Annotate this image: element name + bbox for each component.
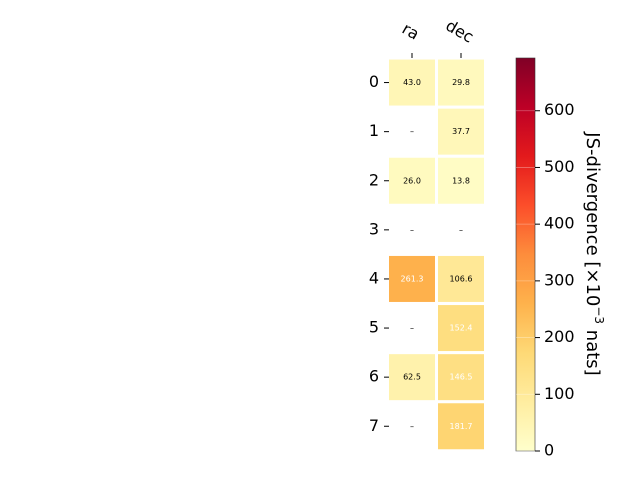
heatmap-cell — [389, 354, 435, 401]
row-tick-label: 1 — [369, 121, 379, 140]
cell-value-label: 62.5 — [403, 373, 421, 382]
heatmap-cell — [438, 59, 484, 106]
column-tick-label: ra — [399, 19, 423, 44]
colorbar: 0 100 200 300 400 500 600 JS-divergence [×10−3… — [515, 57, 607, 460]
colorbar-tick-label: 300 — [544, 270, 575, 289]
cell-value-label: 181.7 — [450, 422, 473, 431]
colorbar-tick-label: 600 — [544, 100, 575, 119]
row-tick-label: 2 — [369, 170, 379, 189]
row-tick-label: 0 — [369, 72, 379, 91]
heatmap-cell — [438, 305, 484, 352]
row-tick-label: 5 — [369, 318, 379, 337]
heatmap-cell — [389, 157, 435, 204]
heatmap-cell — [438, 403, 484, 450]
heatmap-cell — [389, 59, 435, 106]
heatmap-cell — [438, 255, 484, 302]
heatmap-cell — [389, 255, 435, 302]
cell-value-label: 37.7 — [452, 127, 470, 136]
cell-value-label: 146.5 — [450, 373, 473, 382]
cell-value-label: – — [410, 324, 414, 333]
heatmap-cell — [438, 108, 484, 155]
cell-value-label: 106.6 — [450, 274, 473, 283]
row-tick-label: 3 — [369, 219, 379, 238]
column-tick-label: dec — [443, 16, 477, 47]
cell-value-label: 13.8 — [452, 176, 470, 185]
cell-value-label: 152.4 — [450, 324, 473, 333]
colorbar-tick-label: 0 — [544, 441, 554, 460]
cell-value-label: 29.8 — [452, 78, 470, 87]
heatmap-cell — [438, 354, 484, 401]
colorbar-ticks: 0 100 200 300 400 500 600 — [516, 100, 575, 460]
cell-value-label: 26.0 — [403, 176, 421, 185]
row-tick-label: 6 — [369, 367, 379, 386]
cell-value-label: – — [459, 225, 463, 234]
row-tick-label: 7 — [369, 416, 379, 435]
cell-value-label: – — [410, 225, 414, 234]
colorbar-tick-label: 100 — [544, 384, 575, 403]
row-tick-label: 4 — [369, 268, 379, 287]
colorbar-tick-label: 500 — [544, 157, 575, 176]
colorbar-tick-label: 200 — [544, 327, 575, 346]
colorbar-title: JS-divergence [×10−3 nats] — [582, 131, 607, 375]
colorbar-tick-label: 400 — [544, 214, 575, 233]
colorbar-gradient — [515, 57, 536, 452]
heatmap-cells: 43.0 29.8 – 37.7 26.0 13.8 – – 261.3 106.6 – 152.4 6… — [389, 59, 484, 450]
cell-value-label: 43.0 — [403, 78, 421, 87]
heatmap-cell — [438, 157, 484, 204]
cell-value-label: – — [410, 127, 414, 136]
cell-value-label: – — [410, 422, 414, 431]
cell-value-label: 261.3 — [401, 274, 424, 283]
